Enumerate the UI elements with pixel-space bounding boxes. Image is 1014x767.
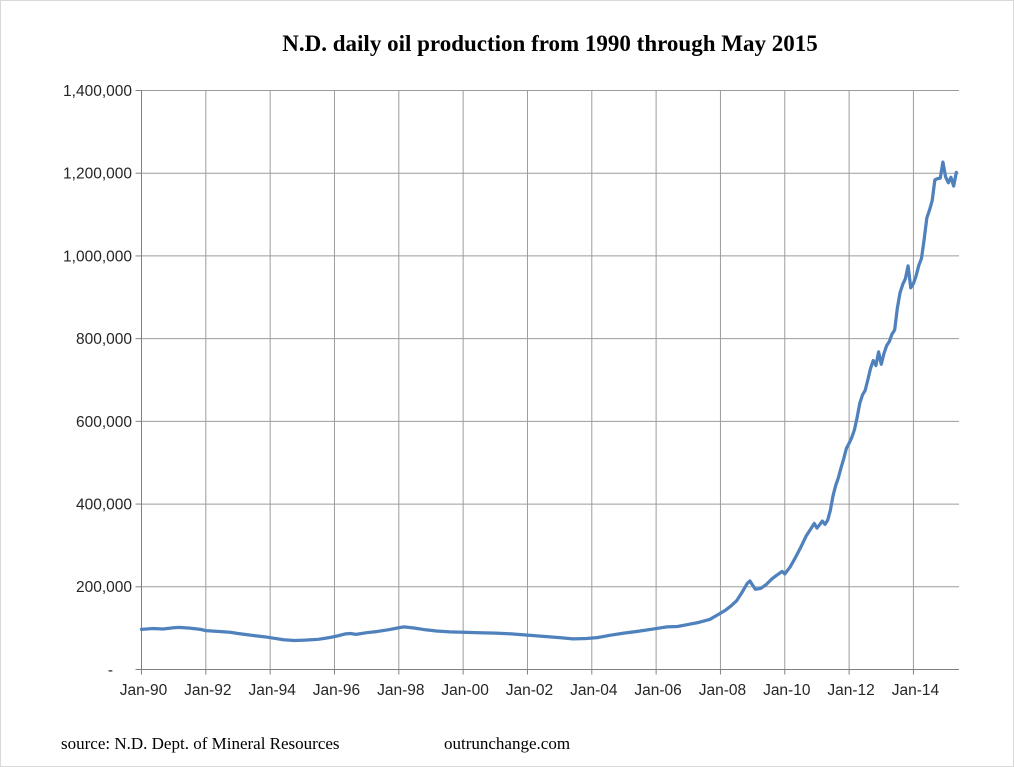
- production-line: [139, 160, 958, 643]
- x-axis-label: Jan-10: [763, 682, 811, 699]
- y-axis-label: 400,000: [76, 496, 132, 513]
- x-axis-label: Jan-94: [248, 682, 296, 699]
- x-axis-label: Jan-04: [570, 682, 618, 699]
- y-axis-label: 800,000: [76, 331, 132, 348]
- y-axis-label: 200,000: [76, 579, 132, 596]
- x-axis-label: Jan-92: [184, 682, 231, 699]
- y-axis-label: 1,200,000: [63, 166, 132, 183]
- x-axis-label: Jan-98: [377, 682, 424, 699]
- y-axis-label: 1,000,000: [63, 248, 132, 265]
- source-text: source: N.D. Dept. of Mineral Resources: [61, 734, 340, 753]
- x-axis-label: Jan-96: [313, 682, 360, 699]
- page-title: N.D. daily oil production from 1990 thro…: [282, 31, 818, 56]
- site-link-text: outrunchange.com: [444, 734, 571, 753]
- x-axis-label: Jan-14: [892, 682, 940, 699]
- x-axis-label: Jan-06: [634, 682, 681, 699]
- y-axis-label: 1,400,000: [63, 83, 132, 100]
- x-axis-label: Jan-02: [506, 682, 553, 699]
- y-axis-label: -: [108, 662, 113, 679]
- x-axis-label: Jan-08: [699, 682, 746, 699]
- y-axis-label: 600,000: [76, 414, 132, 431]
- x-axis-label: Jan-90: [120, 682, 168, 699]
- x-axis-label: Jan-00: [441, 682, 489, 699]
- x-axis-label: Jan-12: [827, 682, 874, 699]
